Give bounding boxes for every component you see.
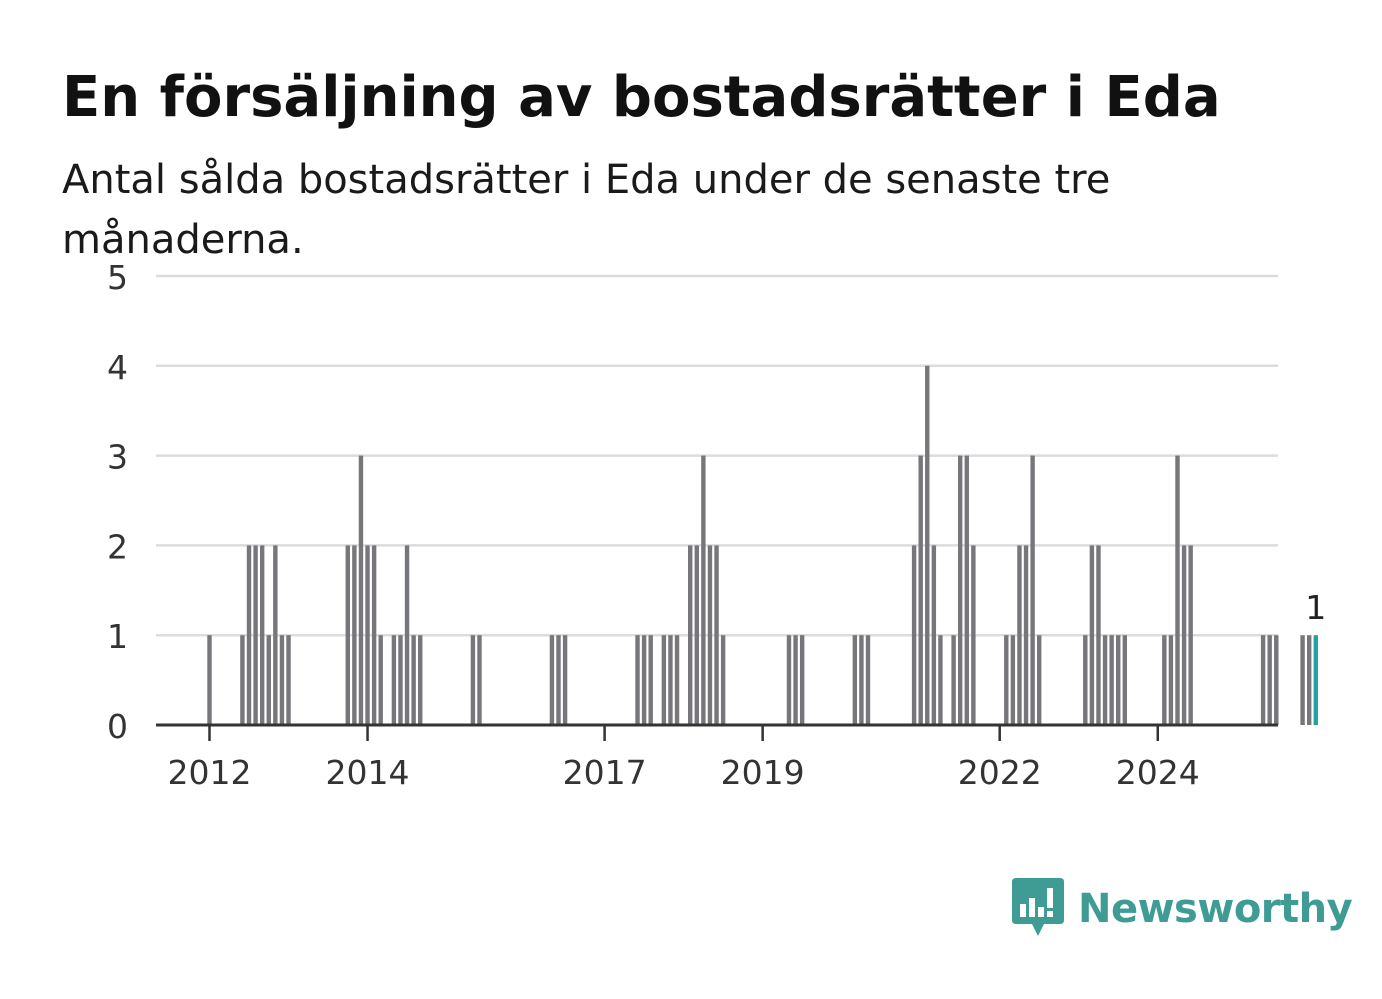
data-label-last: 1 bbox=[1305, 588, 1326, 627]
bar bbox=[358, 455, 364, 725]
bar bbox=[694, 545, 699, 725]
bar bbox=[635, 635, 640, 725]
bar bbox=[688, 545, 693, 725]
newsworthy-logo-icon bbox=[1012, 878, 1064, 936]
bar bbox=[957, 455, 963, 725]
bar bbox=[971, 545, 976, 725]
x-tick-label: 2012 bbox=[168, 753, 252, 792]
bar bbox=[477, 635, 482, 725]
bar bbox=[799, 635, 805, 725]
bar bbox=[1017, 545, 1022, 725]
bar bbox=[714, 545, 719, 725]
bar bbox=[1175, 455, 1180, 725]
bar bbox=[668, 635, 673, 725]
bars bbox=[207, 365, 1318, 725]
x-tick-label: 2017 bbox=[563, 753, 647, 792]
bar bbox=[1030, 455, 1035, 725]
brand[interactable]: Newsworthy bbox=[1012, 878, 1353, 940]
bar bbox=[1102, 635, 1108, 725]
y-tick-label: 1 bbox=[107, 617, 128, 656]
bar bbox=[964, 455, 969, 725]
bar bbox=[207, 635, 212, 725]
bar bbox=[661, 635, 667, 725]
bar bbox=[411, 635, 416, 725]
bar bbox=[365, 545, 370, 725]
y-tick-label: 5 bbox=[107, 258, 128, 297]
bar bbox=[793, 635, 798, 725]
bar bbox=[398, 635, 403, 725]
bar bbox=[1306, 635, 1312, 725]
bar bbox=[911, 545, 917, 725]
bar bbox=[1116, 635, 1121, 725]
bar bbox=[1023, 545, 1029, 725]
bar bbox=[859, 635, 864, 725]
bar bbox=[246, 545, 252, 725]
bar bbox=[1168, 635, 1174, 725]
bar bbox=[279, 635, 285, 725]
bar bbox=[707, 545, 713, 725]
bar bbox=[391, 635, 397, 725]
bar bbox=[1010, 635, 1016, 725]
bar bbox=[852, 635, 858, 725]
chart-title: En försäljning av bostadsrätter i Eda bbox=[62, 65, 1221, 130]
bar bbox=[951, 635, 956, 725]
bar bbox=[352, 545, 357, 725]
bar bbox=[253, 545, 258, 725]
bar bbox=[1188, 545, 1193, 725]
bar bbox=[931, 545, 937, 725]
y-tick-label: 2 bbox=[107, 527, 128, 566]
bar bbox=[925, 365, 930, 725]
bar bbox=[1300, 635, 1305, 725]
bar bbox=[259, 545, 265, 725]
bar bbox=[1267, 635, 1272, 725]
bar bbox=[273, 545, 278, 725]
axes: 0 1 2 3 4 5 2012 2014 2017 2019 2022 2024 1 bbox=[107, 258, 1326, 792]
bar bbox=[1004, 635, 1009, 725]
x-tick-label: 2024 bbox=[1116, 753, 1200, 792]
bar bbox=[1274, 635, 1279, 725]
y-tick-label: 3 bbox=[107, 438, 128, 477]
bar bbox=[865, 635, 871, 725]
bar bbox=[556, 635, 561, 725]
bar bbox=[938, 635, 943, 725]
bar bbox=[345, 545, 350, 725]
bar bbox=[266, 635, 271, 725]
bar bbox=[1313, 635, 1318, 725]
bar bbox=[674, 635, 680, 725]
bar bbox=[1037, 635, 1042, 725]
bar bbox=[562, 635, 568, 725]
bar bbox=[918, 455, 923, 725]
bar bbox=[641, 635, 647, 725]
bar bbox=[1109, 635, 1114, 725]
bar bbox=[1096, 545, 1101, 725]
bar bbox=[1260, 635, 1266, 725]
bar bbox=[378, 635, 383, 725]
bar bbox=[470, 635, 476, 725]
y-tick-label: 4 bbox=[107, 348, 128, 387]
x-tick-label: 2014 bbox=[326, 753, 410, 792]
bar bbox=[549, 635, 555, 725]
bar bbox=[1089, 545, 1095, 725]
bar bbox=[648, 635, 653, 725]
bar bbox=[286, 635, 291, 725]
bar bbox=[1122, 635, 1128, 725]
bar bbox=[1083, 635, 1088, 725]
x-tick-label: 2019 bbox=[721, 753, 805, 792]
bar bbox=[404, 545, 410, 725]
bar bbox=[701, 455, 706, 725]
bar bbox=[786, 635, 792, 725]
x-tick-label: 2022 bbox=[958, 753, 1042, 792]
brand-name: Newsworthy bbox=[1078, 886, 1353, 932]
bar bbox=[418, 635, 423, 725]
bar bbox=[240, 635, 245, 725]
y-tick-label: 0 bbox=[107, 707, 128, 746]
bar bbox=[1162, 635, 1167, 725]
bar bbox=[1181, 545, 1187, 725]
bar bbox=[371, 545, 377, 725]
chart-subtitle: Antal sålda bostadsrätter i Eda under de… bbox=[62, 157, 1111, 263]
bar bbox=[720, 635, 726, 725]
